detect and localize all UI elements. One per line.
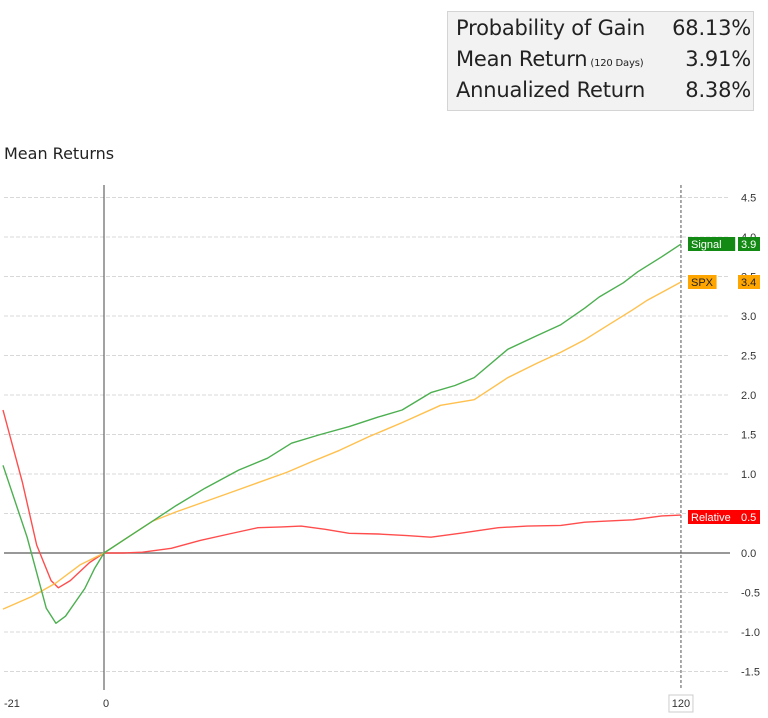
y-tick-label: 3.0 bbox=[741, 311, 756, 323]
series-tag-spx bbox=[688, 275, 717, 289]
series-tag-label: Relative bbox=[691, 512, 731, 524]
series-tag-signal bbox=[688, 237, 736, 251]
series-lines bbox=[2, 243, 682, 624]
x-tick-label: 0 bbox=[103, 698, 109, 710]
series-value-tag-signal bbox=[738, 237, 760, 251]
stats-label: Annualized Return bbox=[456, 78, 646, 102]
y-tick-label: 4.5 bbox=[741, 193, 756, 205]
stats-row-annualized-return: Annualized Return 8.38% bbox=[456, 78, 751, 109]
y-tick-label: 1.0 bbox=[741, 469, 756, 481]
stats-row-probability-of-gain: Probability of Gain 68.13% bbox=[456, 16, 751, 47]
x-tick-label: -21 bbox=[4, 698, 20, 710]
y-tick-label: 2.0 bbox=[741, 390, 756, 402]
stats-sublabel: (120 Days) bbox=[590, 58, 644, 69]
series-tag-value: 0.5 bbox=[741, 512, 756, 524]
series-tag-label: SPX bbox=[691, 277, 714, 289]
series-value-tag-relative bbox=[738, 510, 760, 524]
stats-label: Probability of Gain bbox=[456, 16, 646, 40]
chart-title: Mean Returns bbox=[4, 144, 115, 163]
series-value-tag-spx bbox=[738, 275, 760, 289]
series-tag-value: 3.4 bbox=[741, 277, 756, 289]
x-tick-label-end: 120 bbox=[672, 698, 690, 710]
y-tick-label: -1.0 bbox=[741, 627, 760, 639]
x-axis-ticks: -21 0 120 bbox=[4, 694, 694, 713]
series-line-relative bbox=[2, 409, 682, 589]
y-tick-label: -1.5 bbox=[741, 667, 760, 679]
stats-label: Mean Return (120 Days) bbox=[456, 47, 644, 71]
series-tag-label: Signal bbox=[691, 239, 722, 251]
gridlines bbox=[4, 197, 730, 672]
y-tick-label: 0.0 bbox=[741, 548, 756, 560]
series-line-signal bbox=[2, 243, 682, 624]
y-tick-label: -0.5 bbox=[741, 588, 760, 600]
y-tick-label: 2.5 bbox=[741, 351, 756, 363]
y-axis-ticks: -1.5-1.0-0.50.00.51.01.52.02.53.03.54.04… bbox=[741, 193, 760, 679]
stats-value: 8.38% bbox=[685, 78, 751, 102]
stats-value: 3.91% bbox=[685, 47, 751, 71]
stats-value: 68.13% bbox=[672, 16, 751, 40]
series-line-spx bbox=[2, 281, 682, 610]
y-tick-label: 1.5 bbox=[741, 430, 756, 442]
series-tags: Signal 3.9 SPX 3.4 Relative 0.5 bbox=[688, 237, 760, 524]
stats-summary-box: Probability of Gain 68.13% Mean Return (1… bbox=[447, 11, 754, 111]
stats-row-mean-return: Mean Return (120 Days) 3.91% bbox=[456, 47, 751, 78]
x-tick-end-box bbox=[668, 694, 694, 713]
series-tag-value: 3.9 bbox=[741, 239, 756, 251]
series-tag-relative bbox=[688, 510, 748, 524]
